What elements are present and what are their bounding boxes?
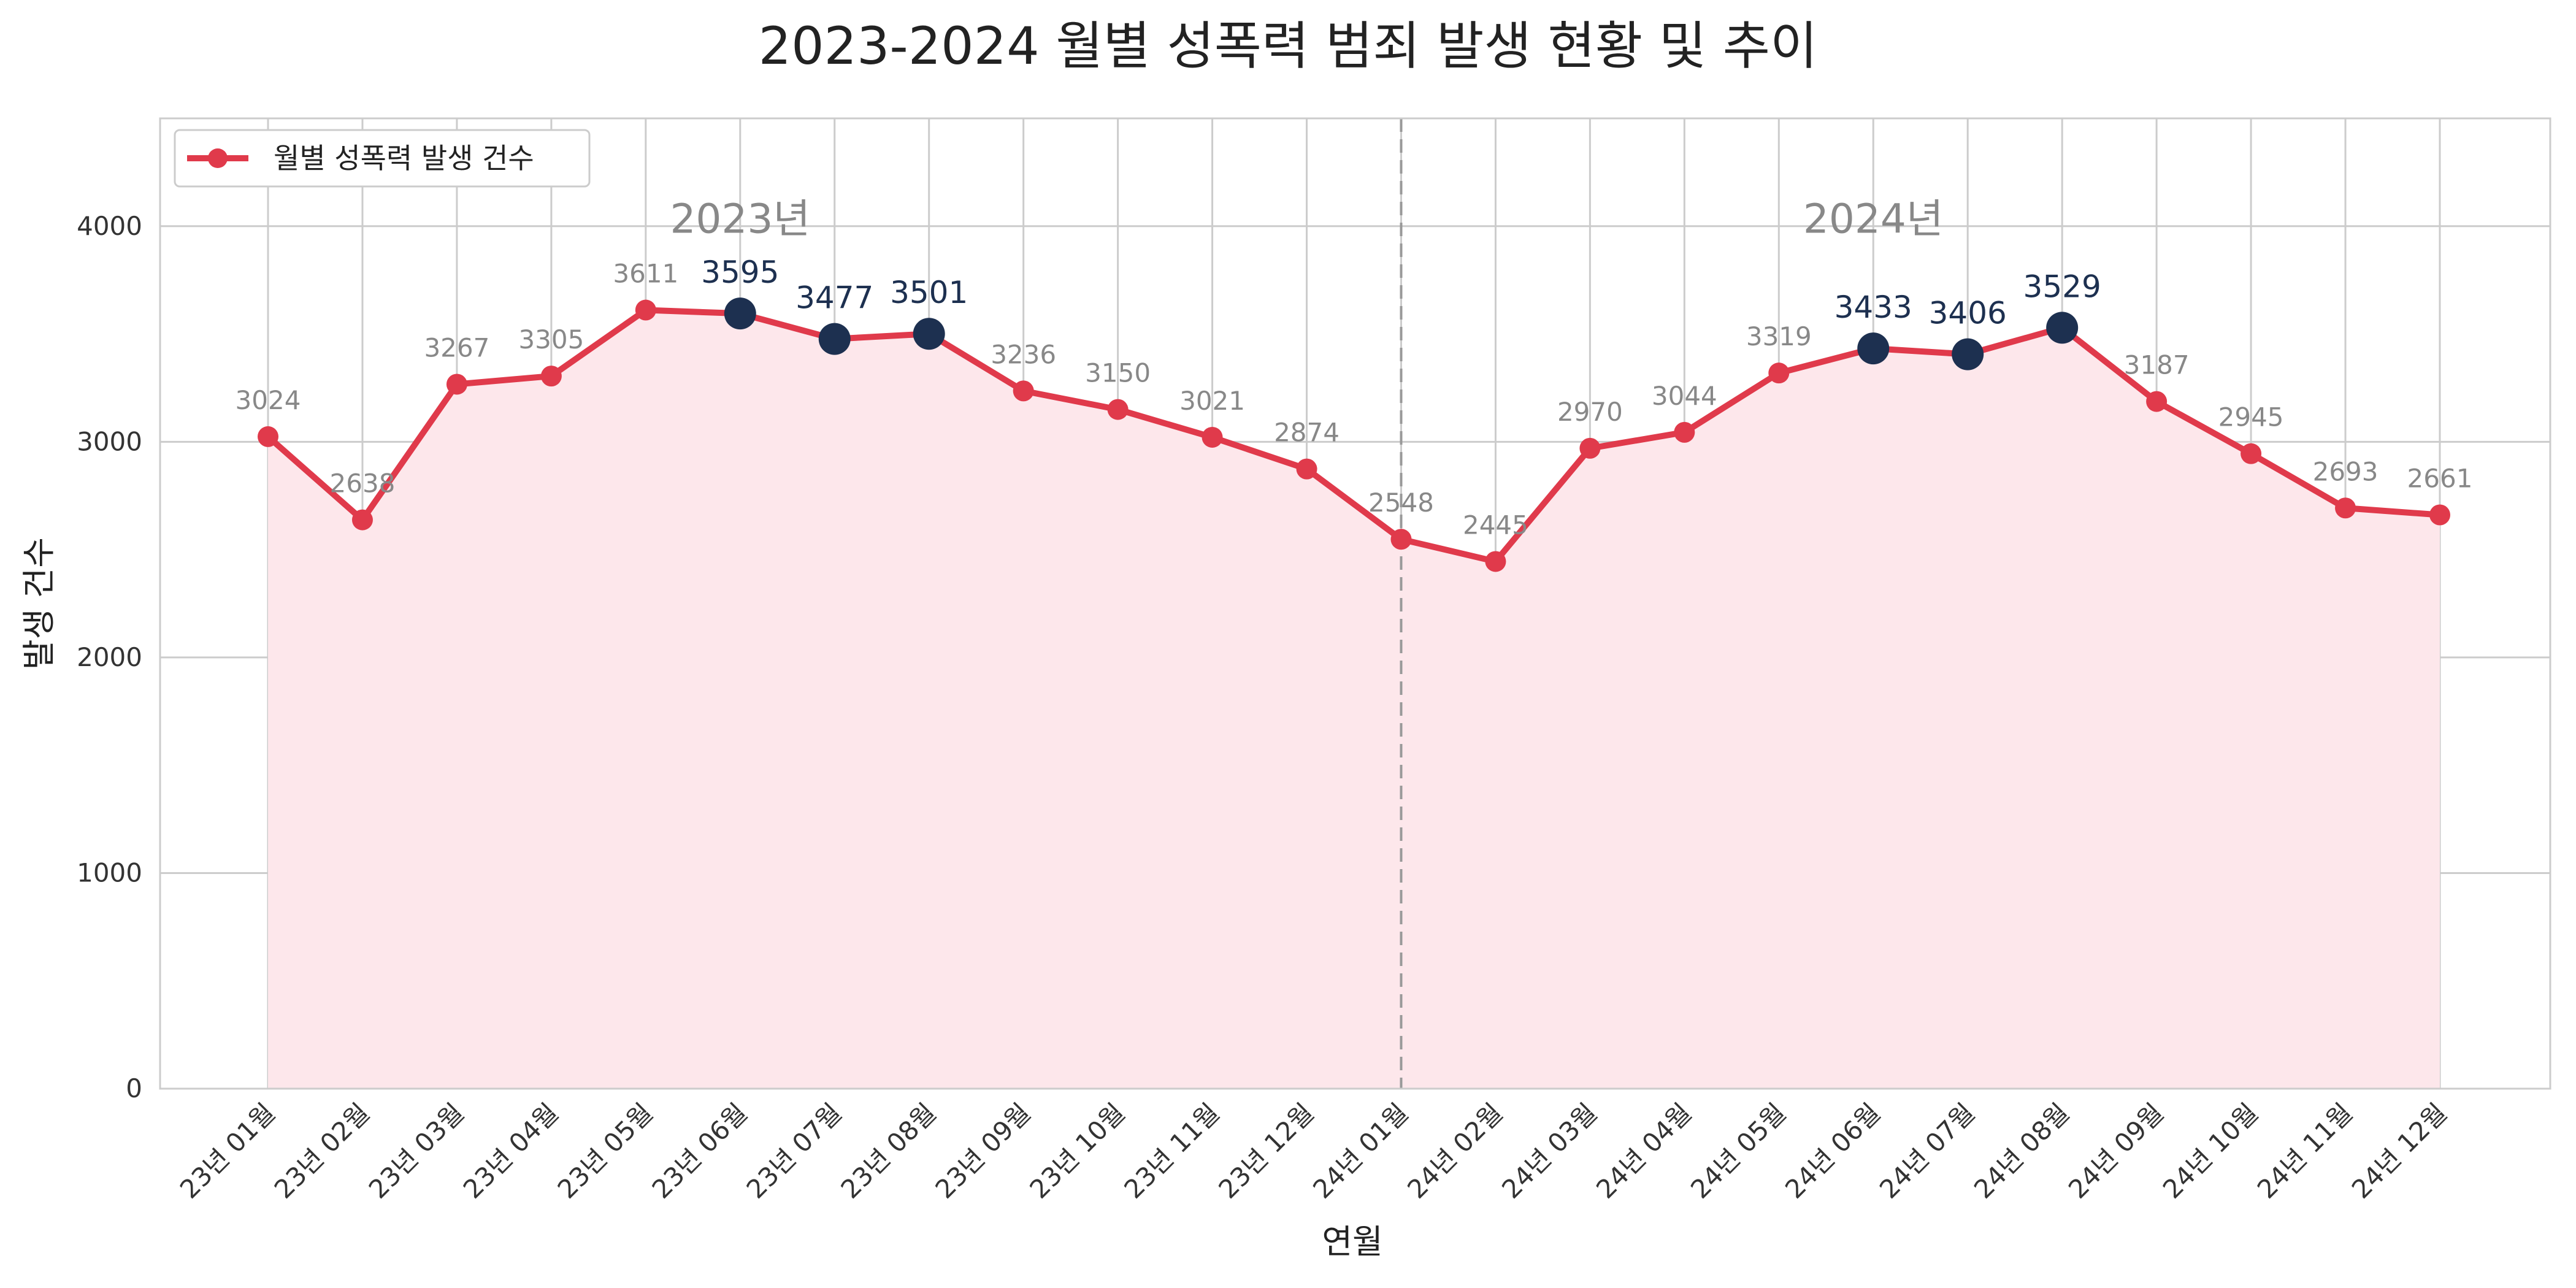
data-value-label: 2970 [1557, 397, 1623, 427]
data-point [2241, 443, 2262, 464]
data-point [1202, 426, 1223, 448]
highlight-value-label: 3529 [2023, 269, 2101, 304]
x-tick-label: 24년 11월 [2252, 1097, 2358, 1204]
data-point [446, 374, 467, 395]
data-value-label: 2661 [2407, 464, 2473, 494]
data-value-label: 2445 [1463, 510, 1528, 540]
data-value-label: 2548 [1368, 488, 1434, 518]
data-point [1768, 362, 1790, 384]
data-value-label: 3319 [1746, 321, 1812, 351]
data-value-label: 2638 [330, 469, 396, 499]
y-tick-label: 2000 [77, 642, 142, 672]
highlight-value-label: 3501 [890, 275, 968, 310]
legend-marker-swatch [208, 148, 228, 168]
plot-frame [159, 117, 2551, 1090]
x-tick-label: 23년 02월 [269, 1097, 375, 1204]
data-value-label: 3236 [991, 339, 1056, 369]
highlight-value-label: 3433 [1834, 289, 1912, 325]
highlight-point [913, 318, 945, 350]
data-point [1485, 551, 1506, 572]
x-axis-label: 연월 [1322, 1222, 1382, 1261]
series-line [266, 307, 2440, 565]
x-tick-label: 24년 04월 [1590, 1097, 1697, 1204]
data-value-label: 3305 [518, 324, 584, 355]
x-tick-label: 24년 10월 [2157, 1097, 2264, 1204]
legend-label: 월별 성폭력 발생 건수 [274, 142, 534, 175]
highlight-point [724, 297, 756, 330]
highlight-value-label: 3406 [1929, 296, 2007, 331]
highlight-point [818, 323, 851, 355]
x-tick-label: 23년 12월 [1213, 1097, 1319, 1204]
legend: 월별 성폭력 발생 건수 [174, 129, 591, 188]
data-point [2146, 391, 2168, 412]
x-tick-label: 24년 03월 [1496, 1097, 1603, 1204]
y-tick-label: 3000 [77, 426, 142, 456]
data-point [351, 509, 373, 531]
x-tick-label: 23년 01월 [174, 1097, 281, 1204]
year-annotation: 2024년 [1803, 195, 1944, 242]
x-tick-label: 23년 08월 [835, 1097, 941, 1204]
x-tick-label: 24년 06월 [1779, 1097, 1886, 1204]
y-tick-label: 4000 [77, 211, 142, 241]
data-value-label: 3267 [424, 332, 489, 362]
data-point [2335, 497, 2356, 519]
x-tick-label: 24년 02월 [1401, 1097, 1508, 1204]
y-tick-label: 1000 [77, 857, 142, 887]
x-tick-label: 23년 05월 [552, 1097, 659, 1204]
data-point [635, 299, 656, 321]
x-tick-label: 24년 07월 [1874, 1097, 1980, 1204]
data-point [2429, 504, 2450, 526]
data-value-label: 3021 [1179, 386, 1245, 416]
x-tick-label: 23년 07월 [740, 1097, 847, 1204]
year-annotation: 2023년 [670, 195, 810, 242]
data-value-label: 3044 [1652, 381, 1717, 411]
x-tick-label: 24년 12월 [2346, 1097, 2453, 1204]
x-tick-label: 24년 01월 [1307, 1097, 1414, 1204]
data-value-label: 3150 [1085, 358, 1151, 388]
data-point [1296, 458, 1317, 480]
point-layer [258, 297, 2450, 572]
highlight-value-label: 3595 [701, 255, 779, 290]
data-point [1674, 421, 1695, 443]
fill-layer [268, 310, 2440, 1089]
y-tick-label: 0 [126, 1073, 142, 1103]
x-tick-label: 24년 08월 [1968, 1097, 2075, 1204]
data-point [1107, 399, 1129, 420]
data-value-label: 2874 [1274, 418, 1340, 448]
x-tick-label: 23년 06월 [646, 1097, 753, 1204]
data-value-label: 3187 [2124, 350, 2190, 380]
highlight-value-label: 3477 [795, 280, 873, 316]
data-value-label: 3024 [236, 385, 301, 415]
x-tick-label: 24년 09월 [2063, 1097, 2169, 1204]
x-tick-label: 23년 09월 [929, 1097, 1036, 1204]
data-value-label: 3611 [613, 259, 678, 289]
data-point [1390, 529, 1412, 550]
x-tick-label: 23년 10월 [1024, 1097, 1130, 1204]
line-layer [266, 118, 2440, 1089]
x-tick-label: 24년 05월 [1685, 1097, 1792, 1204]
x-tick-label: 23년 03월 [363, 1097, 470, 1204]
data-point [1013, 380, 1034, 402]
chart-title: 2023-2024 월별 성폭력 범죄 발생 현황 및 추이 [759, 16, 1818, 76]
data-point [540, 366, 562, 387]
x-tick-label: 23년 11월 [1118, 1097, 1225, 1204]
highlight-point [2046, 312, 2079, 344]
y-axis-label: 발생 건수 [20, 537, 58, 670]
data-point [1579, 437, 1601, 459]
area-fill [268, 310, 2440, 1089]
legend-box [174, 129, 591, 188]
highlight-point [1857, 332, 1890, 365]
data-value-label: 2693 [2313, 456, 2379, 486]
data-value-label: 2945 [2218, 402, 2284, 432]
highlight-point [1952, 338, 1984, 370]
x-tick-label: 23년 04월 [458, 1097, 564, 1204]
data-point [258, 426, 278, 447]
